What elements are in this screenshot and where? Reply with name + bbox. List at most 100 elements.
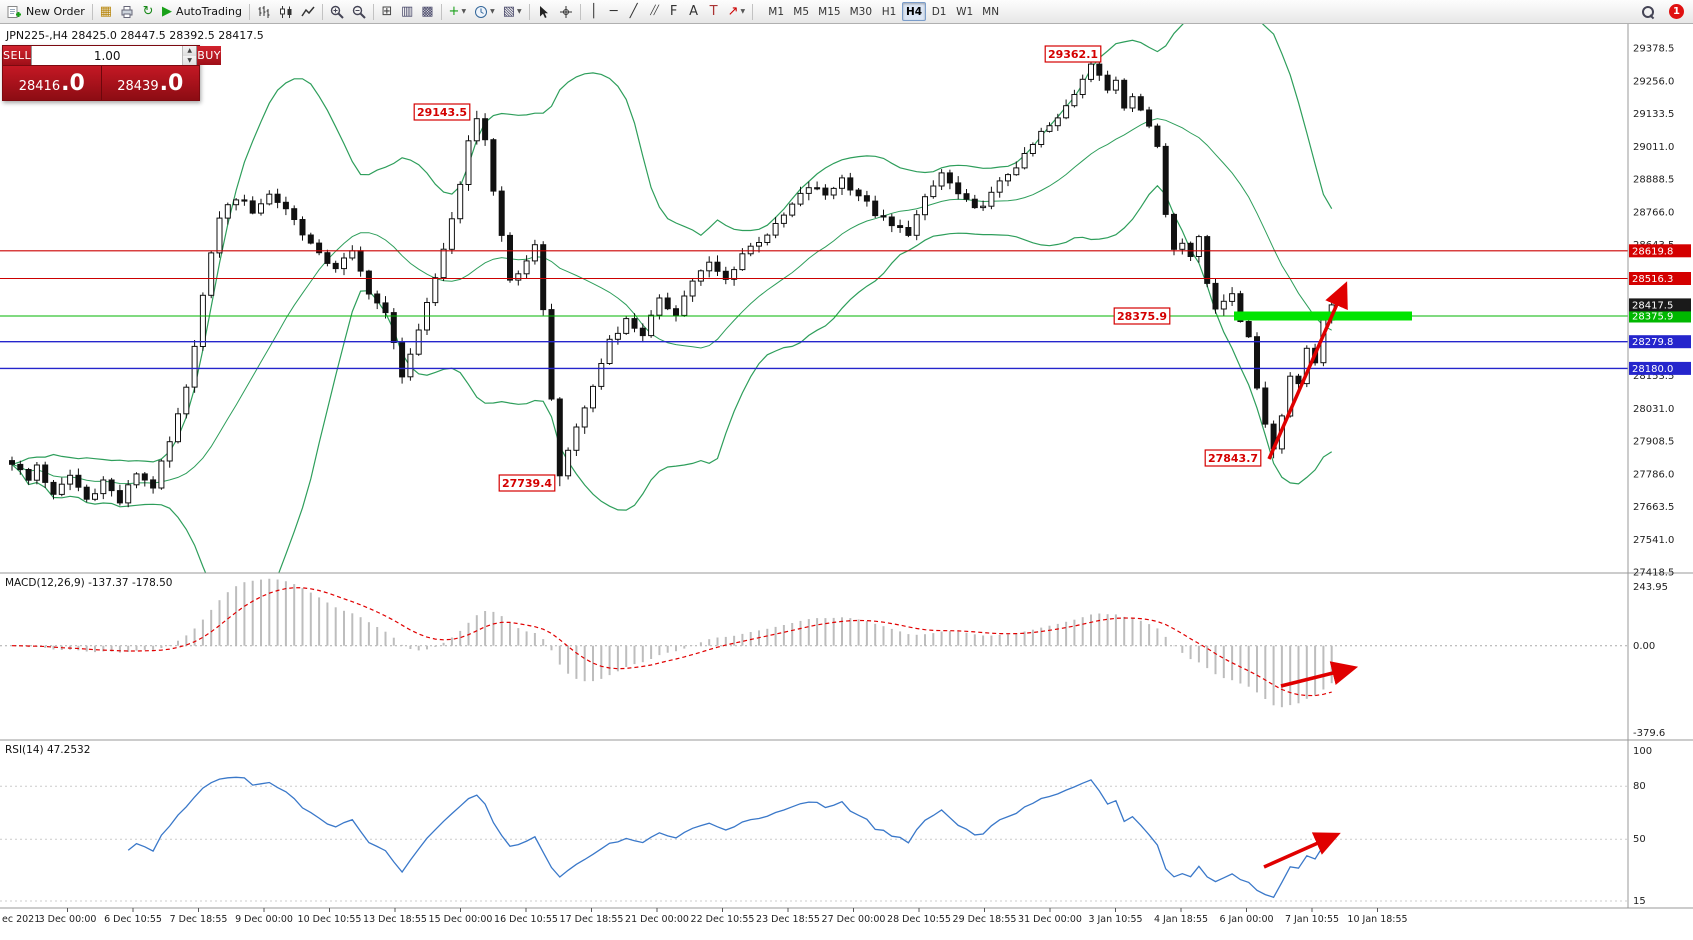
buy-price-button[interactable]: 28439.0 <box>101 66 199 100</box>
refresh-button[interactable]: ↻ <box>138 2 158 22</box>
candle <box>606 338 613 364</box>
text-button[interactable]: A <box>684 2 704 22</box>
bar-chart-button[interactable] <box>253 2 275 22</box>
candle <box>208 252 215 296</box>
candle <box>1112 79 1119 91</box>
autotrading-button[interactable]: ▶ AutoTrading <box>158 2 246 22</box>
candle <box>1254 336 1260 389</box>
trendline-button[interactable]: ╱ <box>624 2 644 22</box>
price-axis-label: 29378.5 <box>1633 44 1674 55</box>
timeframe-button-h1[interactable]: H1 <box>881 5 897 18</box>
svg-text:28279.8: 28279.8 <box>1632 337 1673 348</box>
svg-text:29143.5: 29143.5 <box>417 106 467 119</box>
trend-arrow-1[interactable] <box>1267 281 1348 460</box>
timeframe-button-mn[interactable]: MN <box>982 5 1000 18</box>
trend-arrow-2[interactable] <box>1280 661 1359 688</box>
candle <box>681 295 688 316</box>
candle <box>631 318 638 329</box>
timeframe-button-m1[interactable]: M1 <box>768 5 785 18</box>
buy-price-main: 28439 <box>117 79 159 94</box>
candle <box>971 198 978 209</box>
time-axis-label: 6 Jan 00:00 <box>1219 914 1273 925</box>
volume-up-button[interactable]: ▲ <box>183 46 197 56</box>
price-tag-28619.8 <box>1629 244 1691 258</box>
templates-button[interactable]: ▧ ▼ <box>499 2 526 22</box>
candle <box>722 270 729 280</box>
arrows-tool-button[interactable]: ↗ ▼ <box>724 2 750 22</box>
bollinger-upper-band[interactable] <box>11 24 1333 465</box>
timeframe-button-d1[interactable]: D1 <box>931 5 947 18</box>
candle <box>490 139 497 192</box>
buy-button[interactable]: BUY <box>197 46 222 65</box>
volume-down-button[interactable]: ▼ <box>183 55 197 65</box>
price-tag-28279.8 <box>1629 335 1691 349</box>
candle <box>175 413 181 443</box>
crosshair-button[interactable] <box>555 2 577 22</box>
horizontal-line-button[interactable]: ─ <box>604 2 624 22</box>
search-button[interactable] <box>1637 2 1659 22</box>
candle <box>166 441 173 462</box>
candle <box>249 200 256 214</box>
price-axis-label: 27418.5 <box>1633 568 1674 579</box>
price-callout-box[interactable] <box>1113 307 1171 325</box>
volume-input[interactable] <box>32 46 183 65</box>
sell-price-button[interactable]: 28416.0 <box>3 66 102 100</box>
time-axis-label: 10 Jan 18:55 <box>1347 914 1407 925</box>
svg-text:28417.5: 28417.5 <box>1632 300 1673 311</box>
candle <box>282 201 289 210</box>
horizontal-line-icon: ─ <box>609 4 618 19</box>
fibonacci-button[interactable]: F <box>664 2 684 22</box>
price-axis-label: 28766.0 <box>1633 207 1674 218</box>
candle <box>150 479 157 489</box>
zoom-out-button[interactable] <box>348 2 370 22</box>
candle <box>374 293 381 304</box>
tile-windows-button[interactable]: ⊞ <box>377 2 397 22</box>
svg-text:28180.0: 28180.0 <box>1632 364 1673 375</box>
candle <box>913 214 920 236</box>
candle <box>664 297 671 310</box>
timeframe-button-m15[interactable]: M15 <box>818 5 841 18</box>
candle <box>482 118 489 141</box>
zoom-in-button[interactable] <box>326 2 348 22</box>
add-indicator-button[interactable]: + ▼ <box>445 2 471 22</box>
time-axis-label: 6 Dec 10:55 <box>104 914 162 925</box>
candle <box>1287 375 1294 417</box>
toolbar-left-group: New Order ▦ ↻ ▶ AutoTrading ⊞ ▥ ▩ + ▼ ▼ ▧ ▼ │ ─ ╱ ╱╱ F A T ↗… <box>3 2 756 22</box>
sell-button[interactable]: SELL <box>3 46 32 65</box>
timeframe-button-m5[interactable]: M5 <box>793 5 810 18</box>
trend-arrow-3[interactable] <box>1263 832 1341 869</box>
candle <box>191 345 198 388</box>
candle <box>946 172 953 184</box>
bollinger-middle-band[interactable] <box>11 118 1332 485</box>
alert-badge[interactable]: 1 <box>1669 4 1684 19</box>
timeframe-button-m30[interactable]: M30 <box>849 5 872 18</box>
channel-button[interactable]: ╱╱ <box>644 2 664 22</box>
price-callout-box[interactable] <box>1204 449 1262 467</box>
price-callout-box[interactable] <box>413 103 471 121</box>
vertical-line-button[interactable]: │ <box>584 2 604 22</box>
bollinger-lower-band[interactable] <box>11 184 1333 620</box>
toolbar-separator <box>752 3 754 20</box>
candle <box>1129 96 1136 109</box>
print-button[interactable] <box>116 2 138 22</box>
candlestick-button[interactable] <box>275 2 297 22</box>
supply-zone-bar[interactable] <box>1234 311 1412 321</box>
vertical-line-icon: │ <box>589 4 598 19</box>
timeframe-button-h4[interactable]: H4 <box>902 2 927 21</box>
label-button[interactable]: T <box>704 2 724 22</box>
price-callout-box[interactable] <box>1044 45 1102 63</box>
chart-canvas[interactable]: 29378.5 29256.0 29133.5 29011.0 28888.5 28766… <box>0 24 1693 940</box>
arrange-windows-button[interactable]: ▥ <box>397 2 417 22</box>
new-order-button[interactable]: New Order <box>3 2 89 22</box>
cursor-button[interactable] <box>533 2 555 22</box>
candle <box>1063 105 1070 119</box>
price-callout-box[interactable] <box>498 474 556 492</box>
line-chart-button[interactable] <box>297 2 319 22</box>
time-axis-label: 15 Dec 00:00 <box>429 914 493 925</box>
cascade-windows-button[interactable]: ▩ <box>417 2 437 22</box>
expert-advisors-button[interactable]: ▦ <box>96 2 116 22</box>
candle <box>75 474 82 488</box>
timeframe-button-w1[interactable]: W1 <box>956 5 974 18</box>
periods-button[interactable]: ▼ <box>470 2 499 22</box>
chevron-down-icon: ▼ <box>461 8 467 15</box>
